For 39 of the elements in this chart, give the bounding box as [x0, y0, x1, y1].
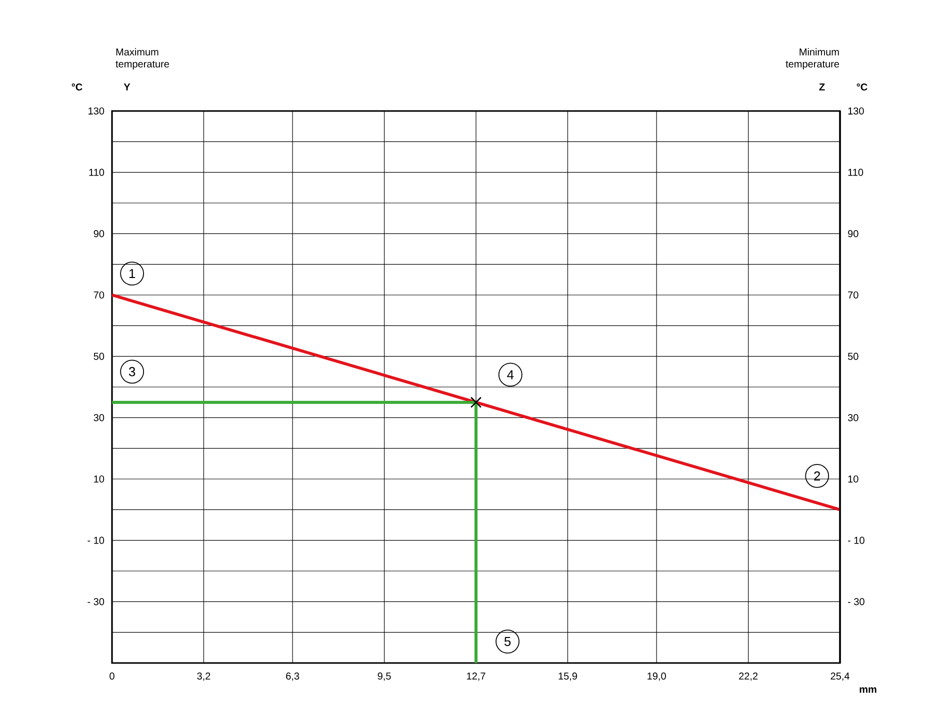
y2-tick-label: 30	[848, 414, 858, 422]
y2-tick-label: - 30	[848, 598, 864, 606]
y-tick-label: 130	[88, 107, 104, 115]
y2-tick-label: 110	[848, 168, 864, 176]
y-tick-label: 110	[89, 168, 104, 176]
text: Z	[819, 84, 825, 90]
x-tick-label: 25,4	[830, 672, 850, 681]
x-axis-title: mm	[860, 687, 876, 693]
y2-tick-label: 70	[848, 291, 858, 299]
text: Minimum temperature	[786, 48, 840, 70]
x-tick-label: 6,3	[286, 672, 300, 681]
text: Maximum temperature	[116, 48, 169, 70]
y-tick-label: 10	[94, 475, 104, 483]
y2-tick-label: 90	[848, 230, 858, 238]
text: Y	[124, 84, 130, 90]
x-tick-label: 22,2	[739, 672, 758, 681]
y2-tick-label: 10	[848, 475, 858, 483]
y-tick-label: - 10	[88, 536, 104, 544]
y-tick-label: 30	[94, 414, 104, 422]
y-tick-label: 90	[94, 230, 104, 238]
x-tick-label: 9,5	[378, 672, 391, 681]
y-tick-label: 50	[94, 352, 104, 360]
y-tick-label: 70	[94, 291, 104, 299]
annotation: 3	[128, 367, 136, 376]
x-tick-label: 0	[110, 672, 114, 680]
y2-tick-label: 130	[848, 107, 864, 115]
y2-axis-title: °C	[856, 83, 868, 91]
y2-tick-label: 50	[848, 352, 858, 360]
x-tick-label: 3,2	[197, 672, 210, 681]
annotation: 5	[504, 637, 511, 646]
x-tick-label: 19,0	[648, 672, 666, 681]
annotation: 2	[814, 471, 820, 480]
y-axis-title: °C	[72, 83, 82, 91]
x-tick-label: 12,7	[467, 672, 486, 681]
x-tick-label: 15,9	[558, 672, 577, 681]
annotation: 4	[507, 370, 514, 380]
annotation: 1	[129, 269, 136, 278]
y-tick-label: - 30	[88, 598, 104, 606]
y2-tick-label: - 10	[848, 536, 864, 544]
